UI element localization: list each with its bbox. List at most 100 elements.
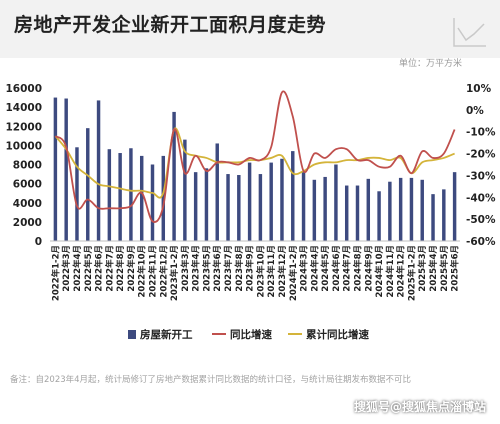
y-left-tick-label: 12000 — [5, 121, 42, 133]
bar — [139, 155, 144, 241]
y-left-tick-label: 0 — [35, 236, 42, 248]
y-left-tick-label: 8000 — [13, 160, 42, 172]
bar — [301, 172, 306, 241]
y-right-tick-label: -40% — [466, 192, 496, 204]
y-left-tick-label: 6000 — [13, 179, 42, 191]
x-tick-label: 2023年7月 — [223, 245, 234, 292]
y-right-tick-label: 10% — [466, 83, 492, 95]
y-right-tick-label: -50% — [466, 214, 496, 226]
y-right-tick-label: -20% — [466, 149, 496, 161]
x-tick-label: 2024年8月 — [353, 245, 364, 292]
x-tick-label: 2022年11月 — [148, 245, 159, 298]
bar — [291, 151, 295, 241]
bar — [75, 147, 79, 241]
bar — [64, 98, 68, 241]
x-tick-label: 2024年5月 — [320, 245, 331, 292]
x-tick-label: 2024年1-2月 — [288, 245, 299, 301]
bar — [118, 153, 122, 241]
y-right-tick-label: -60% — [466, 236, 496, 248]
cumulative-yoy-line — [54, 127, 455, 199]
unit-label: 单位：万平方米 — [399, 56, 462, 69]
x-tick-label: 2022年4月 — [72, 245, 83, 292]
x-tick-label: 2023年9月 — [245, 245, 256, 292]
x-tick-label: 2022年1-2月 — [50, 245, 61, 301]
x-tick-label: 2023年8月 — [234, 245, 245, 292]
bar — [237, 175, 241, 241]
y-left-tick-label: 2000 — [13, 217, 42, 229]
bar — [204, 168, 209, 241]
bar — [193, 172, 198, 241]
x-tick-label: 2024年10月 — [374, 245, 385, 298]
bar — [53, 97, 58, 241]
x-tick-label: 2023年10月 — [255, 245, 266, 298]
bar — [334, 164, 338, 241]
bar — [161, 155, 166, 241]
x-tick-label: 2023年1-2月 — [169, 245, 180, 301]
bar — [258, 174, 263, 241]
bar — [107, 149, 112, 241]
bar — [323, 176, 327, 241]
x-tick-label: 2023年6月 — [212, 245, 223, 292]
bar — [409, 177, 414, 241]
x-tick-label: 2023年11月 — [266, 245, 277, 298]
legend-label: 累计同比增速 — [306, 328, 369, 341]
bar — [431, 194, 435, 241]
y-left-tick-label: 10000 — [5, 140, 42, 152]
bar — [172, 111, 176, 241]
bar — [226, 174, 230, 241]
bar — [420, 179, 424, 241]
x-tick-label: 2024年12月 — [396, 245, 407, 298]
bar — [366, 178, 371, 241]
legend-label: 同比增速 — [230, 328, 272, 341]
x-tick-label: 2025年1-2月 — [406, 245, 417, 301]
bar — [388, 181, 392, 241]
footnote: 备注：自2023年4月起，统计局修订了房地产数据累计同比数据的统计口径，与统计局… — [10, 375, 412, 385]
x-tick-label: 2022年3月 — [61, 245, 72, 292]
y-left-tick-label: 16000 — [5, 83, 42, 95]
bar — [269, 162, 273, 241]
yoy-growth-line — [54, 90, 456, 223]
x-tick-label: 2022年6月 — [94, 245, 105, 292]
unit-value: 万平方米 — [425, 59, 462, 69]
bar — [377, 191, 381, 241]
y-right-tick-label: -10% — [466, 127, 496, 139]
chart: 0 2000 4000 6000 8000 10000 12000 14000 16000 10%… — [5, 83, 496, 341]
x-tick-label: 2022年12月 — [158, 245, 169, 298]
bar — [344, 185, 349, 241]
bar — [355, 185, 360, 241]
bar — [247, 162, 252, 241]
bar — [150, 164, 155, 241]
bar — [312, 179, 317, 241]
line-chart-icon — [453, 18, 486, 47]
x-tick-label: 2022年9月 — [126, 245, 137, 292]
y-right-tick-label: -30% — [466, 170, 496, 182]
x-tick-label: 2023年12月 — [277, 245, 288, 298]
x-tick-label: 2024年7月 — [342, 245, 353, 292]
x-tick-label: 2024年9月 — [363, 245, 374, 292]
x-tick-label: 2022年7月 — [104, 245, 115, 292]
x-tick-label: 2025年4月 — [428, 245, 439, 292]
x-tick-label: 2023年3月 — [180, 245, 191, 292]
y-left-tick-label: 4000 — [13, 198, 42, 210]
bar — [86, 128, 90, 241]
x-tick-label: 2024年6月 — [331, 245, 342, 292]
x-tick-label: 2024年3月 — [299, 245, 310, 292]
header-bar — [0, 0, 500, 58]
x-tick-label: 2025年6月 — [450, 245, 461, 292]
x-tick-label: 2025年3月 — [417, 245, 428, 292]
bar — [452, 172, 457, 241]
x-tick-label: 2025年5月 — [439, 245, 450, 292]
bar — [398, 177, 403, 241]
bar — [215, 143, 219, 241]
bar — [280, 158, 284, 241]
x-tick-label: 2024年4月 — [309, 245, 320, 292]
unit-prefix: 单位： — [398, 59, 426, 69]
bar — [442, 189, 446, 241]
x-tick-label: 2022年10月 — [137, 245, 148, 298]
x-tick-label: 2022年5月 — [83, 245, 94, 292]
y-left-tick-label: 14000 — [5, 102, 42, 114]
legend-swatch-bar — [128, 330, 136, 339]
x-tick-label: 2022年8月 — [115, 245, 126, 292]
legend-label: 房屋新开工 — [140, 328, 193, 341]
bar — [183, 139, 187, 241]
